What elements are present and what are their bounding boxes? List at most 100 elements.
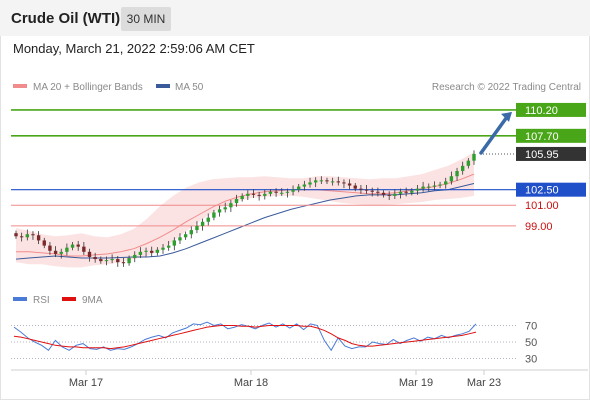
rsi-ma-legend-label: 9MA <box>82 295 103 306</box>
candle-body-28 <box>172 240 177 246</box>
candle-body-46 <box>274 191 278 193</box>
last-price-label: 105.95 <box>525 149 559 161</box>
candle-body-32 <box>195 225 199 231</box>
candle-body-58 <box>342 182 346 184</box>
candle-body-40 <box>240 195 244 199</box>
candle-body-34 <box>206 217 210 222</box>
candle-body-51 <box>302 184 307 187</box>
timestamp: Monday, March 21, 2022 2:59:06 AM CET <box>13 41 255 56</box>
pivot-label: 102.50 <box>525 185 559 197</box>
candle-body-81 <box>472 153 476 161</box>
candle-body-48 <box>285 191 290 193</box>
candle-body-2 <box>25 234 30 238</box>
candle-body-67 <box>393 193 397 196</box>
candle-body-0 <box>14 233 18 237</box>
candle-body-4 <box>36 235 41 241</box>
rsi-ma-line <box>13 325 477 350</box>
candle-body-77 <box>449 176 454 182</box>
candle-body-45 <box>268 191 273 194</box>
candle-body-60 <box>353 185 357 189</box>
candle-body-76 <box>444 181 448 185</box>
candle-body-38 <box>229 203 233 208</box>
rsi-panel: 70 50 30 <box>11 321 537 366</box>
resistance-label-bg-107-70 <box>516 128 586 143</box>
last-price-label-bg <box>516 146 586 161</box>
candle-body-54 <box>319 180 324 182</box>
legend-ma50-label: MA 50 <box>175 82 204 93</box>
candle-body-10 <box>70 244 75 248</box>
candle-body-20 <box>127 258 131 264</box>
candle-body-61 <box>359 188 363 190</box>
candle-body-80 <box>466 160 471 166</box>
rsi-tick-70: 70 <box>525 321 537 333</box>
rsi-legend-swatch <box>13 297 27 301</box>
candle-body-63 <box>370 190 374 192</box>
resistance-label-107-70: 107.70 <box>525 131 559 143</box>
candle-body-36 <box>217 209 222 213</box>
candle-body-78 <box>455 171 459 177</box>
resistance-label-bg-110-20 <box>516 102 586 117</box>
x-tick-label-2: Mar 19 <box>399 377 433 389</box>
forecast-arrow <box>479 111 512 155</box>
candles <box>14 150 476 267</box>
candle-body-59 <box>347 183 352 186</box>
candle-body-53 <box>313 180 318 183</box>
candle-body-24 <box>150 250 154 253</box>
candle-body-22 <box>138 251 143 255</box>
candle-body-21 <box>133 254 137 259</box>
pivot-label-bg <box>516 182 586 197</box>
legend: MA 20 + Bollinger Bands MA 50 Research ©… <box>13 82 581 93</box>
candle-body-41 <box>246 193 250 196</box>
support-label-101-00: 101.00 <box>525 200 559 212</box>
candle-body-75 <box>438 184 442 186</box>
candle-body-69 <box>404 191 408 193</box>
candle-body-14 <box>93 257 97 260</box>
candle-body-17 <box>110 259 114 261</box>
candle-body-56 <box>330 181 335 183</box>
candle-body-39 <box>234 199 239 204</box>
rsi-legend: RSI 9MA <box>13 295 103 306</box>
x-axis: Mar 17 Mar 18 Mar 19 Mar 23 <box>11 369 588 389</box>
candle-body-25 <box>155 249 160 253</box>
candle-body-55 <box>325 180 329 182</box>
candle-body-6 <box>48 245 52 251</box>
candle-body-72 <box>421 186 425 189</box>
candle-body-7 <box>53 250 58 254</box>
candle-body-70 <box>410 190 414 193</box>
support-label-99-00: 99.00 <box>525 221 553 233</box>
candle-body-15 <box>99 259 103 262</box>
x-tick-label-1: Mar 18 <box>234 377 268 389</box>
candle-body-29 <box>178 237 182 241</box>
candle-body-68 <box>398 191 403 194</box>
candle-body-42 <box>251 193 256 195</box>
candle-body-71 <box>415 188 420 191</box>
moving-averages <box>15 173 475 260</box>
candle-body-1 <box>19 236 24 238</box>
timeframe-badge[interactable]: 30 MIN <box>121 7 171 31</box>
candle-body-19 <box>121 262 126 264</box>
candle-body-62 <box>364 189 369 191</box>
candle-body-18 <box>116 259 120 263</box>
rsi-legend-label: RSI <box>33 295 50 306</box>
price-levels: 110.20 107.70 105.95 102.50 101.00 99.00 <box>11 102 586 233</box>
candle-body-74 <box>432 185 437 187</box>
rsi-tick-50: 50 <box>525 337 537 349</box>
legend-ma20-label: MA 20 + Bollinger Bands <box>33 82 143 93</box>
candle-body-23 <box>144 250 148 252</box>
candle-body-52 <box>308 182 312 185</box>
candle-body-44 <box>263 193 267 196</box>
candle-body-8 <box>59 251 63 254</box>
candle-body-43 <box>257 194 261 196</box>
candle-body-33 <box>200 221 205 226</box>
bollinger-band-area <box>16 152 474 268</box>
candle-body-13 <box>87 251 92 257</box>
candle-body-66 <box>387 194 391 196</box>
candle-body-65 <box>381 192 386 195</box>
ma50-line <box>15 183 475 260</box>
candle-body-64 <box>376 191 380 193</box>
candle-body-47 <box>280 192 284 194</box>
instrument-title: Crude Oil (WTI) <box>11 10 121 27</box>
candle-body-57 <box>336 181 340 183</box>
candle-body-79 <box>460 165 465 172</box>
